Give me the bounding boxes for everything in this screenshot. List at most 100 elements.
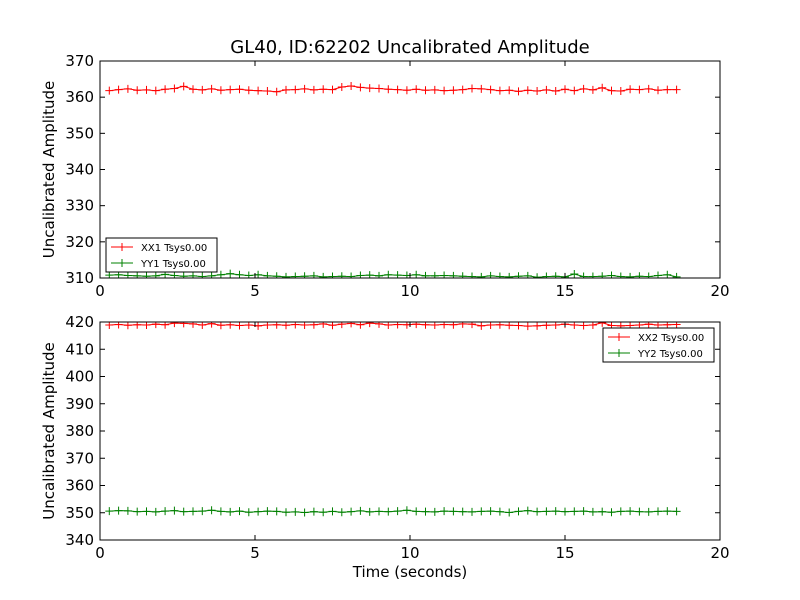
data-point (161, 85, 170, 94)
legend-marker (118, 259, 126, 267)
data-point (300, 272, 309, 278)
data-point (421, 86, 430, 95)
data-point (579, 272, 588, 278)
legend-marker (615, 333, 623, 341)
data-point (616, 507, 625, 516)
x-tick-label: 15 (555, 282, 574, 300)
data-point (505, 508, 514, 517)
data-point (551, 87, 560, 96)
data-point (551, 507, 560, 516)
data-point (551, 272, 560, 278)
data-point (244, 508, 253, 517)
data-point (588, 272, 597, 278)
data-point (449, 86, 458, 95)
data-point (458, 322, 467, 328)
x-tick-label: 0 (95, 282, 105, 300)
data-point (272, 507, 281, 516)
x-tick-label: 20 (710, 544, 729, 562)
data-point (412, 270, 421, 278)
data-point (375, 84, 383, 93)
data-point (347, 507, 356, 516)
data-point (244, 271, 253, 278)
data-point (347, 81, 356, 90)
data-point (282, 322, 290, 330)
data-point (142, 272, 151, 278)
data-point (179, 272, 188, 278)
x-tick-label: 0 (95, 544, 105, 562)
data-point (375, 322, 383, 328)
data-point (495, 507, 504, 516)
data-point (598, 83, 607, 92)
data-point (514, 322, 523, 330)
y-tick-label: 370 (65, 449, 94, 467)
data-point (309, 85, 318, 94)
data-point (365, 322, 374, 328)
data-point (133, 271, 142, 278)
data-point (607, 86, 616, 95)
legend-label: YY1 Tsys0.00 (140, 259, 206, 270)
data-point (226, 85, 235, 94)
data-point (319, 272, 328, 278)
data-point (468, 322, 476, 329)
data-point (170, 506, 179, 515)
data-point (123, 506, 132, 515)
x-tick-label: 10 (400, 544, 419, 562)
data-point (319, 85, 328, 94)
data-point (123, 322, 132, 330)
data-point (663, 270, 672, 278)
data-point (235, 322, 244, 330)
top-panel: 0 5 10 15 20 310 320 330 340 350 360 370 Uncalibrate… (40, 52, 730, 300)
data-point (663, 507, 672, 516)
data-point (179, 322, 188, 328)
data-point (123, 271, 132, 278)
data-point (133, 86, 142, 95)
data-point (393, 85, 402, 94)
data-point (207, 271, 216, 278)
data-point (523, 271, 532, 278)
data-point (393, 322, 402, 329)
series-1 (105, 81, 681, 96)
data-point (635, 272, 644, 278)
data-point (300, 508, 309, 517)
data-point (133, 507, 142, 516)
data-point (151, 507, 160, 516)
data-point (123, 84, 132, 93)
data-point (588, 507, 597, 516)
data-point (430, 507, 439, 516)
data-point (635, 507, 644, 516)
series-1 (105, 322, 681, 331)
data-point (189, 322, 197, 328)
data-point (654, 271, 662, 278)
data-point (440, 86, 449, 95)
data-point (384, 507, 393, 516)
data-point (282, 508, 290, 517)
data-point (328, 322, 337, 330)
data-point (365, 84, 374, 93)
data-point (616, 272, 625, 278)
data-point (309, 271, 318, 278)
data-point (598, 272, 607, 278)
data-point (514, 87, 523, 96)
data-point (347, 322, 356, 328)
data-point (393, 507, 402, 516)
data-point (477, 322, 486, 330)
data-point (412, 85, 421, 94)
legend-label: XX1 Tsys0.00 (141, 243, 207, 254)
legend-marker (615, 349, 623, 357)
data-point (468, 272, 476, 278)
legend-label: XX2 Tsys0.00 (638, 333, 704, 344)
chart-title: GL40, ID:62202 Uncalibrated Amplitude (230, 37, 589, 58)
data-point (291, 272, 300, 278)
data-point (114, 506, 123, 515)
y-tick-label: 340 (65, 161, 94, 179)
y-tick-label: 330 (65, 197, 94, 215)
data-point (114, 85, 123, 94)
data-point (328, 272, 337, 278)
x-tick-label: 20 (710, 282, 729, 300)
data-point (356, 83, 365, 92)
data-point (198, 272, 207, 278)
data-point (347, 272, 356, 278)
data-point (486, 85, 495, 94)
y-tick-label: 320 (65, 233, 94, 251)
data-point (263, 87, 272, 96)
